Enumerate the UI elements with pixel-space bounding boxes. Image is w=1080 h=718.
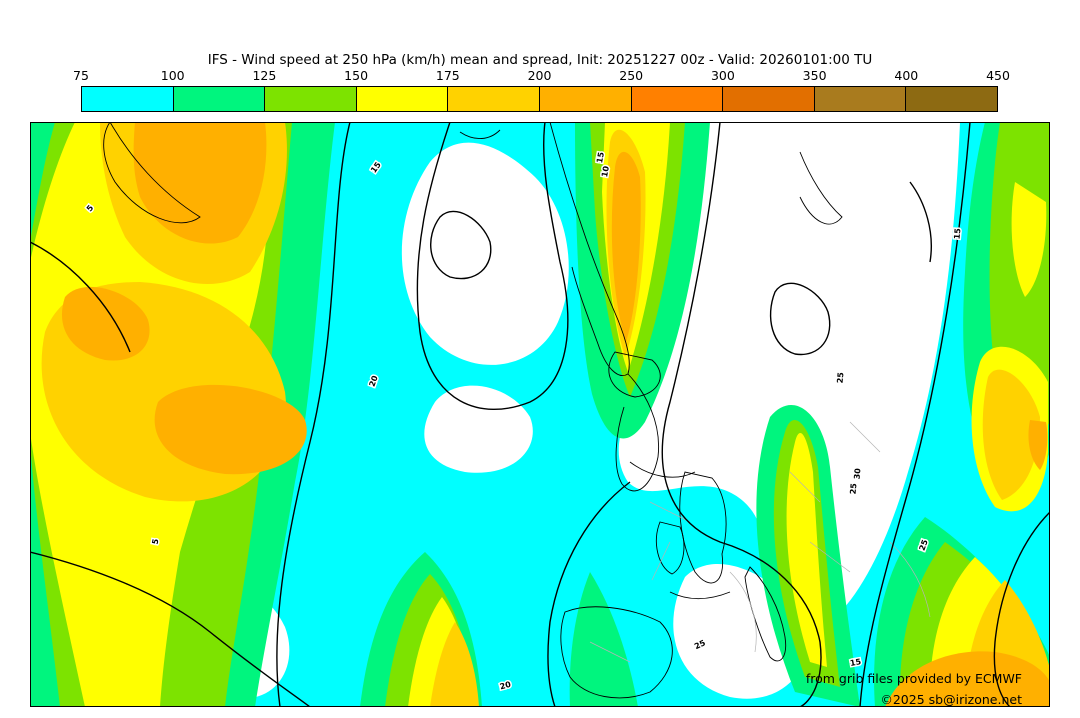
colorbar-segment-150-175 xyxy=(356,87,449,111)
contour-label-25: 25 xyxy=(836,371,846,383)
colorbar-tick-300: 300 xyxy=(710,68,735,83)
page-title: IFS - Wind speed at 250 hPa (km/h) mean … xyxy=(207,52,873,68)
colorbar-segment-100-125 xyxy=(173,87,266,111)
country-borders xyxy=(589,421,931,663)
colorbar-tick-125: 125 xyxy=(252,68,277,83)
colorbar-tick-150: 150 xyxy=(344,68,369,83)
colorbar xyxy=(81,86,998,112)
fill-200 xyxy=(61,122,1050,707)
colorbar-segment-75-100 xyxy=(82,87,174,111)
contour-label-10: 10 xyxy=(600,165,611,178)
colorbar-segment-200-250 xyxy=(539,87,632,111)
colorbar-segment-300-350 xyxy=(723,87,815,111)
contour-label-30: 30 xyxy=(853,467,863,479)
colorbar-segment-250-300 xyxy=(631,87,724,111)
contour-label-5: 5 xyxy=(151,538,161,545)
colorbar-segment-400-450 xyxy=(906,87,997,111)
contour-label-15: 15 xyxy=(595,151,606,164)
colorbar-tick-100: 100 xyxy=(160,68,185,83)
colorbar-tick-175: 175 xyxy=(435,68,460,83)
wind-speed-fill-layer xyxy=(30,122,1050,707)
map-border xyxy=(30,122,1050,707)
weather-map: 5 15 15 10 25 15 30 25 25 20 5 20 25 15 from grib fil… xyxy=(30,122,1050,707)
colorbar-tick-250: 250 xyxy=(619,68,644,83)
colorbar-tick-75: 75 xyxy=(73,68,89,83)
contour-label-15: 15 xyxy=(849,657,862,668)
colorbar-tick-350: 350 xyxy=(802,68,827,83)
colorbar-segment-350-400 xyxy=(814,87,907,111)
colorbar-segment-125-150 xyxy=(265,87,357,111)
contour-label-25: 25 xyxy=(849,482,859,494)
contour-label-15: 15 xyxy=(953,227,963,239)
colorbar-tick-400: 400 xyxy=(894,68,919,83)
colorbar-tick-200: 200 xyxy=(527,68,552,83)
attribution-copyright: ©2025 sb@irizone.net xyxy=(880,692,1022,707)
spread-contour-lines xyxy=(30,122,1050,707)
colorbar-segment-175-200 xyxy=(448,87,540,111)
colorbar-tick-450: 450 xyxy=(986,68,1010,83)
colorbar-tick-labels: 75 100 125 150 175 200 250 300 350 400 450 xyxy=(0,68,1080,83)
attribution-source: from grib files provided by ECMWF xyxy=(806,671,1022,686)
